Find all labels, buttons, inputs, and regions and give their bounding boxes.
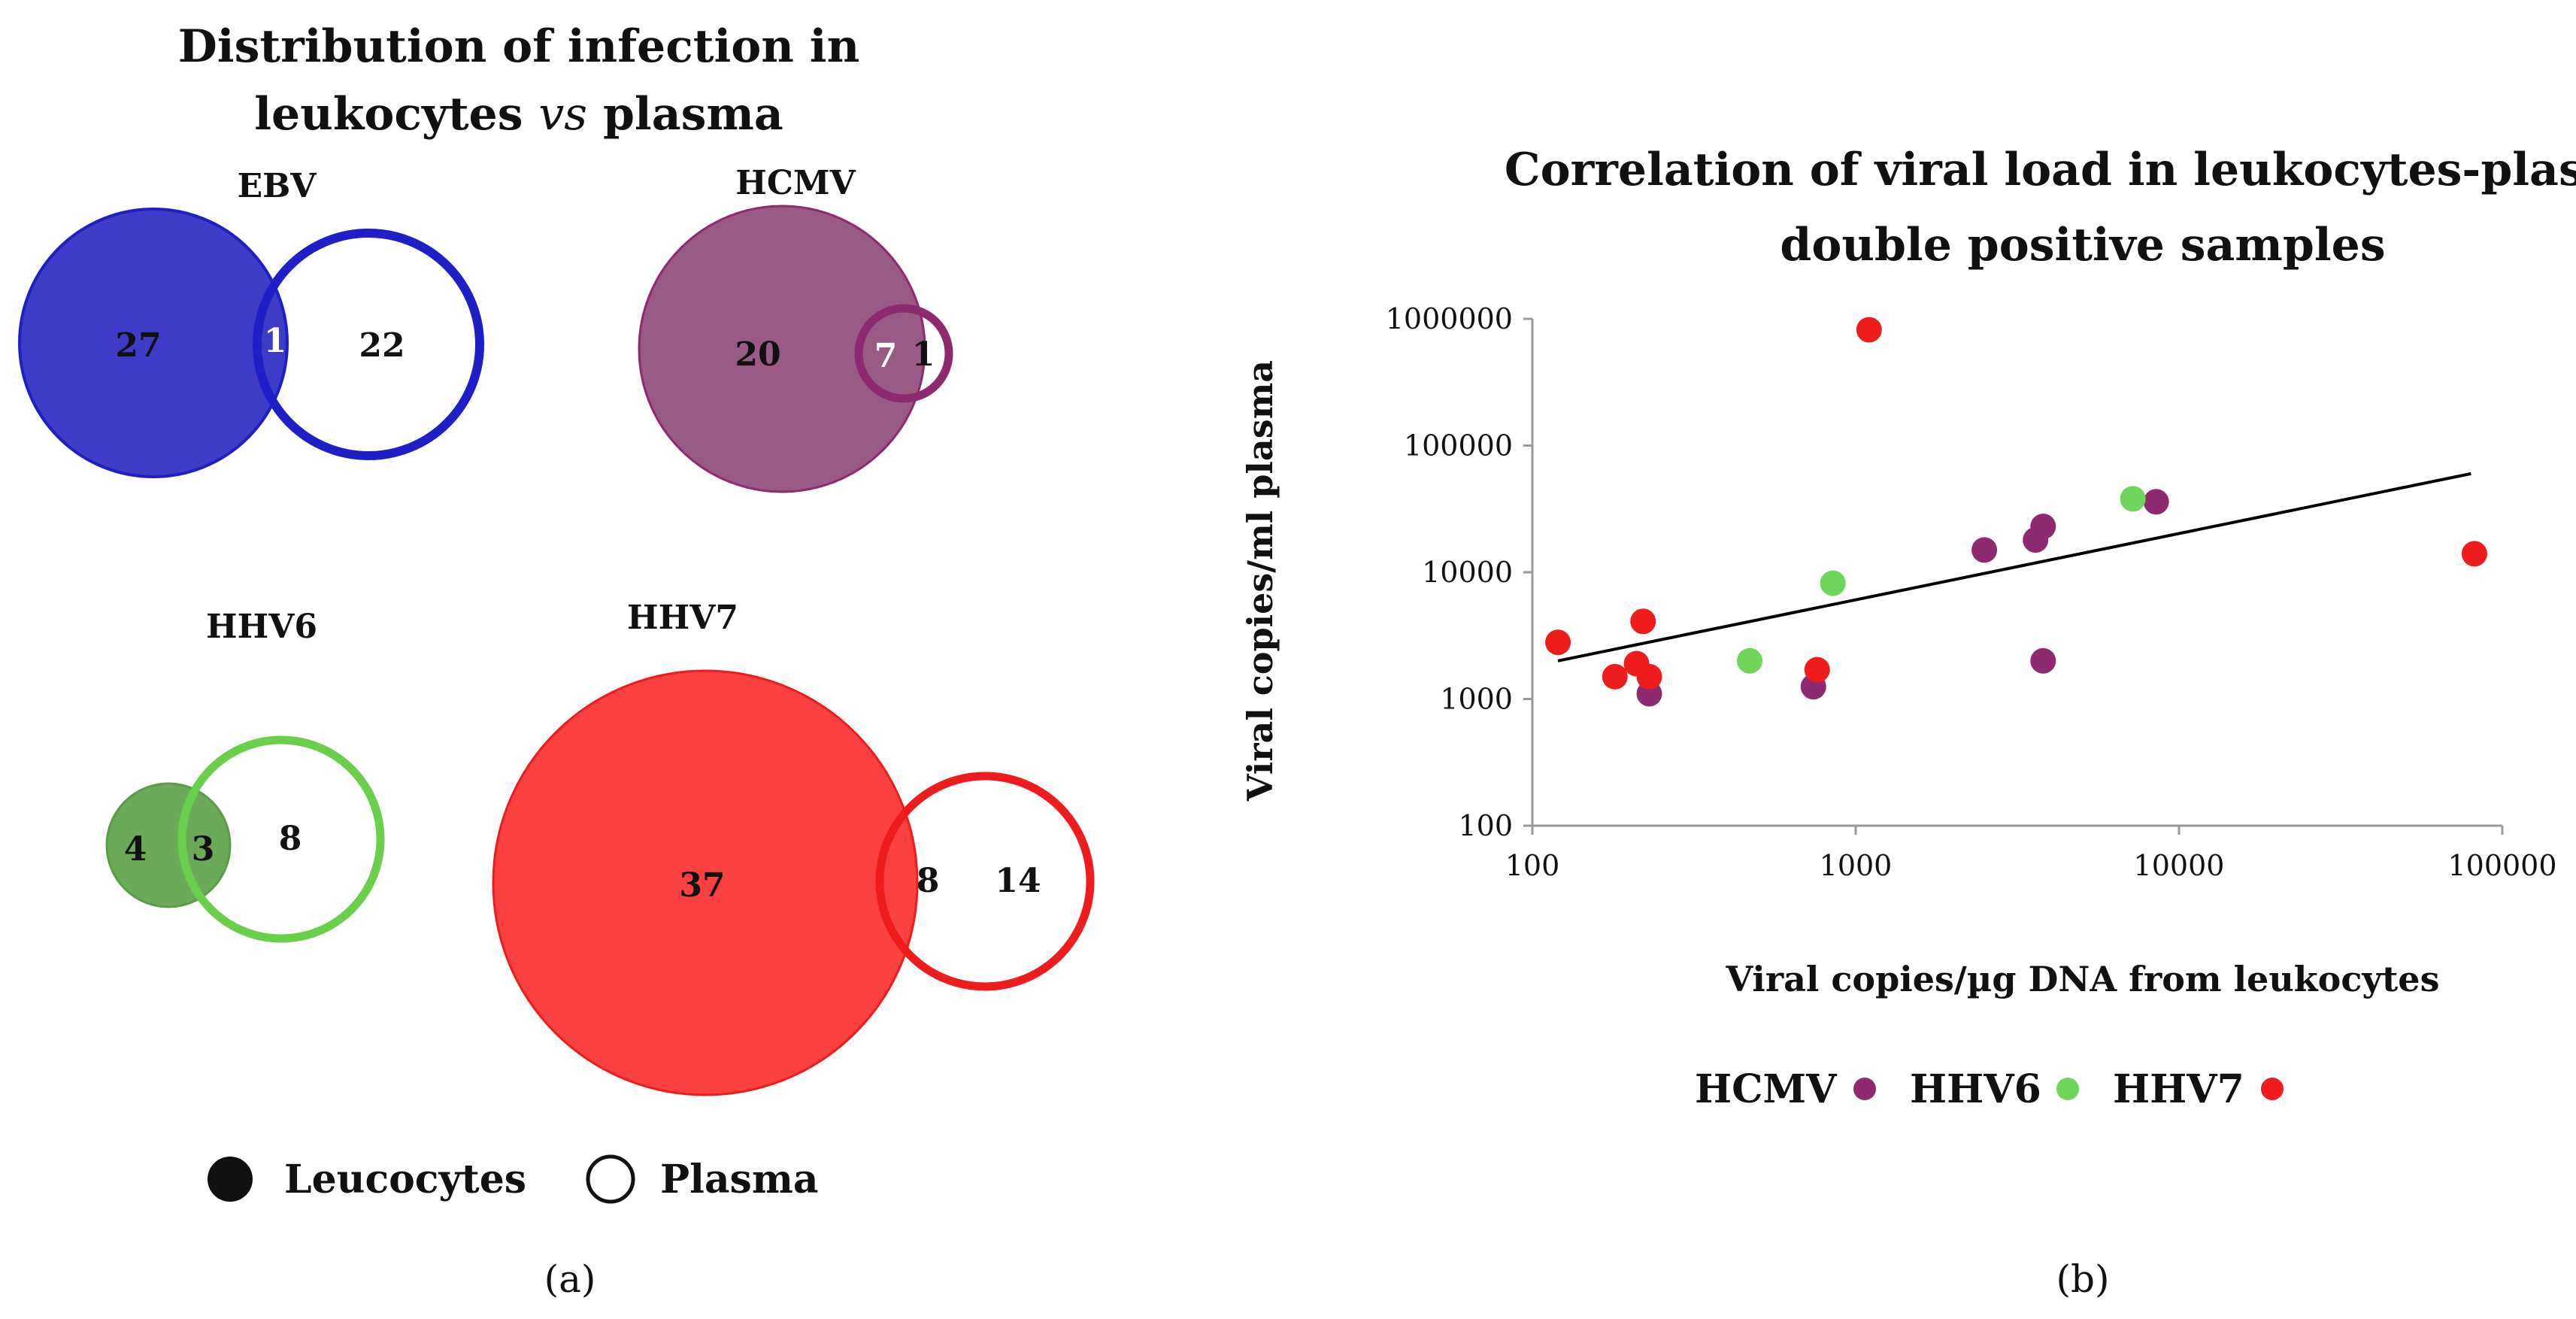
panel-a: Distribution of infection in leukocytes …	[18, 20, 1095, 1301]
panel-a-title-line1: Distribution of infection in	[178, 20, 859, 73]
legend-marker-hhv7	[2261, 1078, 2284, 1100]
venn-hhv6: HHV6 4 3 8	[105, 608, 385, 943]
panel-a-label: (a)	[544, 1257, 596, 1301]
legend-label-hcmv: HCMV	[1695, 1066, 1838, 1112]
point-hcmv	[2030, 514, 2056, 540]
venn-ebv-both: 1	[264, 322, 287, 360]
panel-a-title-line2: leukocytes vs plasma	[254, 88, 783, 141]
x-tick-label: 100000	[2447, 849, 2556, 882]
point-hhv6	[1737, 647, 1763, 674]
point-hhv7	[1856, 317, 1882, 343]
x-ticks: 100 1000 10000 100000	[1505, 826, 2557, 882]
legend-marker-hhv6	[2056, 1078, 2079, 1100]
legend-open-marker	[586, 1154, 635, 1204]
x-tick-label: 10000	[2134, 849, 2225, 882]
legend-filled-marker	[208, 1157, 253, 1202]
venn-ebv-leukocytes-only: 27	[115, 326, 161, 365]
venn-hhv6-plasma-only: 8	[279, 820, 302, 858]
y-tick-label: 100	[1458, 809, 1513, 842]
legend-label-hhv7: HHV7	[2113, 1066, 2244, 1112]
venn-hhv7-both: 8	[917, 862, 940, 900]
scatter-points	[1545, 317, 2487, 707]
venn-ebv-plasma-only: 22	[359, 326, 405, 365]
y-tick-label: 1000	[1440, 683, 1513, 716]
venn-hhv7-leukocytes-only: 37	[679, 866, 725, 905]
venn-hhv7-leukocytes-circle	[492, 669, 919, 1096]
venn-ebv: EBV 27 1 22	[18, 167, 484, 478]
venn-hcmv-leukocytes-circle	[638, 205, 926, 493]
panel-a-legend: Leucocytes Plasma	[208, 1154, 819, 1204]
venn-hhv7-label: HHV7	[627, 599, 738, 637]
legend-marker-hcmv	[1853, 1078, 1876, 1100]
x-tick-label: 100	[1505, 849, 1560, 882]
venn-hcmv-leukocytes-only: 20	[735, 335, 780, 374]
trendline-group	[1557, 472, 2471, 663]
venn-hcmv-plasma-circle	[854, 304, 953, 403]
venn-hhv6-plasma-circle	[177, 735, 385, 943]
point-hhv7	[1804, 656, 1830, 683]
venn-hhv6-label: HHV6	[206, 608, 317, 646]
point-hhv7	[2461, 541, 2487, 567]
point-hhv7	[1636, 663, 1662, 690]
legend-open-label: Plasma	[660, 1157, 819, 1202]
point-hhv7	[1630, 608, 1656, 635]
venn-hhv7-plasma-circle	[875, 772, 1095, 991]
venn-hcmv-both: 7	[874, 337, 898, 375]
legend-filled-label: Leucocytes	[284, 1157, 526, 1202]
y-ticks: 100 1000 10000 100000 1000000	[1386, 302, 1532, 842]
y-tick-label: 1000000	[1386, 302, 1513, 335]
point-hhv6	[1820, 570, 1846, 596]
venn-hhv6-leukocytes-only: 4	[124, 830, 147, 869]
venn-hhv7-plasma-only: 14	[995, 862, 1041, 900]
trendline	[1557, 472, 2471, 663]
venn-hcmv-label: HCMV	[735, 164, 856, 202]
legend-label-hhv6: HHV6	[1910, 1066, 2041, 1112]
venn-hhv7: HHV7 37 8 14	[492, 599, 1095, 1096]
x-axis-title: Viral copies/µg DNA from leukocytes	[1726, 959, 2440, 999]
point-hhv7	[1545, 629, 1571, 656]
point-hcmv	[2030, 647, 2056, 674]
venn-ebv-plasma-circle	[253, 229, 484, 460]
panel-b-label: (b)	[2056, 1257, 2109, 1301]
chart-legend: HCMV HHV6 HHV7	[1695, 1066, 2284, 1112]
y-axis-title: Viral copies/ml plasma	[1240, 360, 1280, 802]
point-hcmv	[1971, 537, 1998, 563]
x-tick-label: 1000	[1820, 849, 1893, 882]
y-tick-label: 10000	[1422, 556, 1513, 589]
venn-hhv6-leukocytes-circle	[105, 782, 232, 908]
point-hcmv	[2143, 489, 2169, 515]
venn-ebv-label: EBV	[238, 167, 317, 205]
y-tick-label: 100000	[1404, 429, 1513, 462]
venn-hcmv: HCMV 20 7 1	[638, 164, 953, 493]
chart-title-line2: double positive samples	[1780, 219, 2385, 271]
venn-hhv6-both: 3	[192, 830, 215, 869]
chart-title-line1: Correlation of viral load in leukocytes-…	[1505, 144, 2576, 196]
venn-ebv-leukocytes-circle	[18, 208, 289, 478]
point-hhv6	[2120, 486, 2146, 512]
venn-hcmv-plasma-only: 1	[912, 335, 935, 374]
point-hhv7	[1602, 663, 1628, 690]
panel-b: Correlation of viral load in leukocytes-…	[1240, 144, 2576, 1301]
